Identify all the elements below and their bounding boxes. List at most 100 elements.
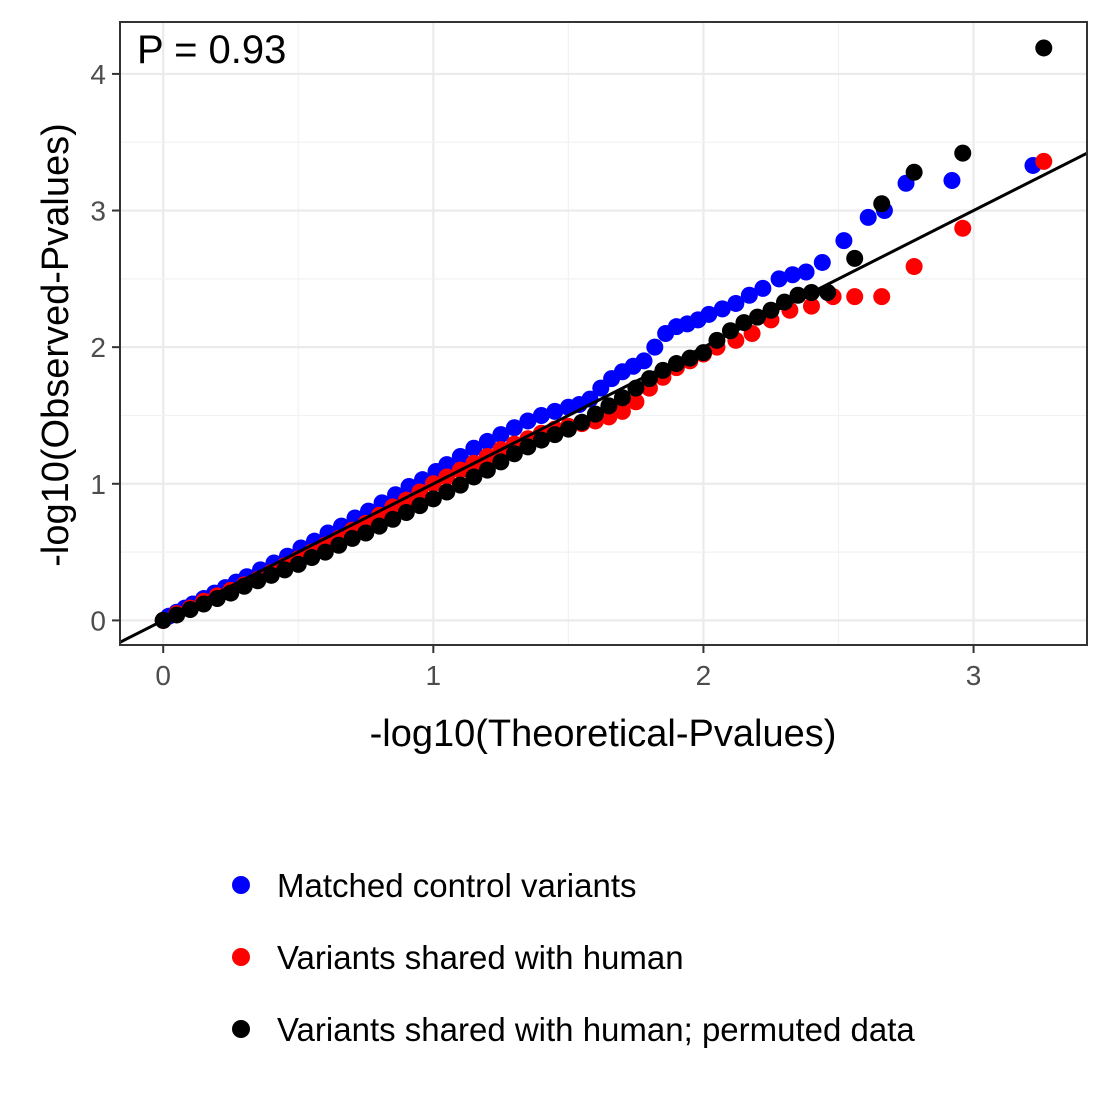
data-point — [492, 453, 510, 471]
data-point — [370, 517, 388, 535]
data-point — [754, 279, 772, 297]
legend-label: Matched control variants — [277, 867, 637, 904]
data-point — [397, 503, 415, 521]
data-point — [613, 402, 631, 420]
data-point — [411, 497, 429, 515]
data-point — [846, 249, 864, 267]
p-value-annotation: P = 0.93 — [137, 28, 286, 72]
data-point — [1035, 39, 1053, 57]
data-point — [289, 555, 307, 573]
legend-key — [232, 1020, 250, 1038]
data-point — [627, 393, 645, 411]
y-tick-label: 2 — [90, 332, 106, 363]
legend-label: Variants shared with human — [277, 939, 684, 976]
data-point — [478, 461, 496, 479]
data-point — [303, 549, 321, 567]
data-point — [262, 566, 280, 584]
data-point — [775, 293, 793, 311]
y-tick-label: 0 — [90, 605, 106, 636]
data-point — [505, 419, 523, 437]
data-point — [819, 284, 837, 302]
data-point — [846, 288, 864, 306]
data-point — [700, 305, 718, 323]
data-point — [873, 288, 891, 306]
axes: 0 1 2 3 0 1 2 3 4 — [90, 59, 981, 691]
data-point — [613, 389, 631, 407]
x-tick-label: 3 — [966, 660, 982, 691]
data-point — [740, 286, 758, 304]
data-point — [438, 456, 456, 474]
data-point — [635, 352, 653, 370]
data-point — [357, 524, 375, 542]
data-point — [478, 432, 496, 450]
data-point — [1035, 152, 1053, 170]
data-point — [727, 294, 745, 312]
data-point — [943, 171, 961, 189]
data-point — [954, 144, 972, 162]
data-point — [519, 412, 537, 430]
data-point — [905, 258, 923, 276]
data-point — [640, 370, 658, 388]
data-point — [546, 402, 564, 420]
y-tick-label: 4 — [90, 59, 106, 90]
data-point — [573, 413, 591, 431]
data-point — [316, 543, 334, 561]
legend-item: Matched control variants — [232, 867, 637, 904]
data-point — [276, 561, 294, 579]
y-axis-title: -log10(Observed-Pvalues) — [35, 123, 77, 567]
data-point — [330, 536, 348, 554]
data-point — [784, 266, 802, 284]
data-point — [451, 476, 469, 494]
data-point — [770, 270, 788, 288]
data-point — [905, 163, 923, 181]
legend-key — [232, 948, 250, 966]
data-point — [600, 397, 618, 415]
data-point — [195, 595, 213, 613]
legend: Matched control variants Variants shared … — [232, 867, 915, 1048]
reference-line — [120, 151, 1087, 644]
legend-key — [232, 876, 250, 894]
x-tick-label: 2 — [696, 660, 712, 691]
data-point — [424, 490, 442, 508]
data-point — [465, 439, 483, 457]
data-point — [519, 438, 537, 456]
data-point — [586, 405, 604, 423]
x-tick-label: 0 — [155, 660, 171, 691]
data-point — [813, 253, 831, 271]
reference-line-layer — [120, 151, 1087, 644]
data-point — [789, 286, 807, 304]
legend-item: Variants shared with human — [232, 939, 684, 976]
data-point — [859, 208, 877, 226]
data-point — [873, 195, 891, 213]
data-point — [802, 297, 820, 315]
data-point — [797, 263, 815, 281]
data-point — [559, 420, 577, 438]
x-axis-title: -log10(Theoretical-Pvalues) — [370, 713, 837, 755]
data-point — [532, 406, 550, 424]
data-point — [249, 572, 267, 590]
legend-item: Variants shared with human; permuted dat… — [232, 1011, 915, 1048]
data-point — [713, 300, 731, 318]
data-point — [681, 349, 699, 367]
data-point — [343, 529, 361, 547]
data-point — [505, 445, 523, 463]
series-3 — [154, 39, 1053, 629]
x-tick-label: 1 — [426, 660, 442, 691]
data-point — [735, 314, 753, 332]
data-point — [532, 431, 550, 449]
data-point — [646, 338, 664, 356]
y-tick-label: 1 — [90, 469, 106, 500]
legend-label: Variants shared with human; permuted dat… — [277, 1011, 915, 1048]
data-point — [465, 468, 483, 486]
data-point — [954, 219, 972, 237]
data-point — [451, 447, 469, 465]
y-tick-label: 3 — [90, 196, 106, 227]
panel-border — [119, 21, 1088, 646]
data-point — [492, 426, 510, 444]
data-point — [384, 510, 402, 528]
data-point — [835, 232, 853, 250]
data-point — [546, 426, 564, 444]
data-point — [438, 483, 456, 501]
